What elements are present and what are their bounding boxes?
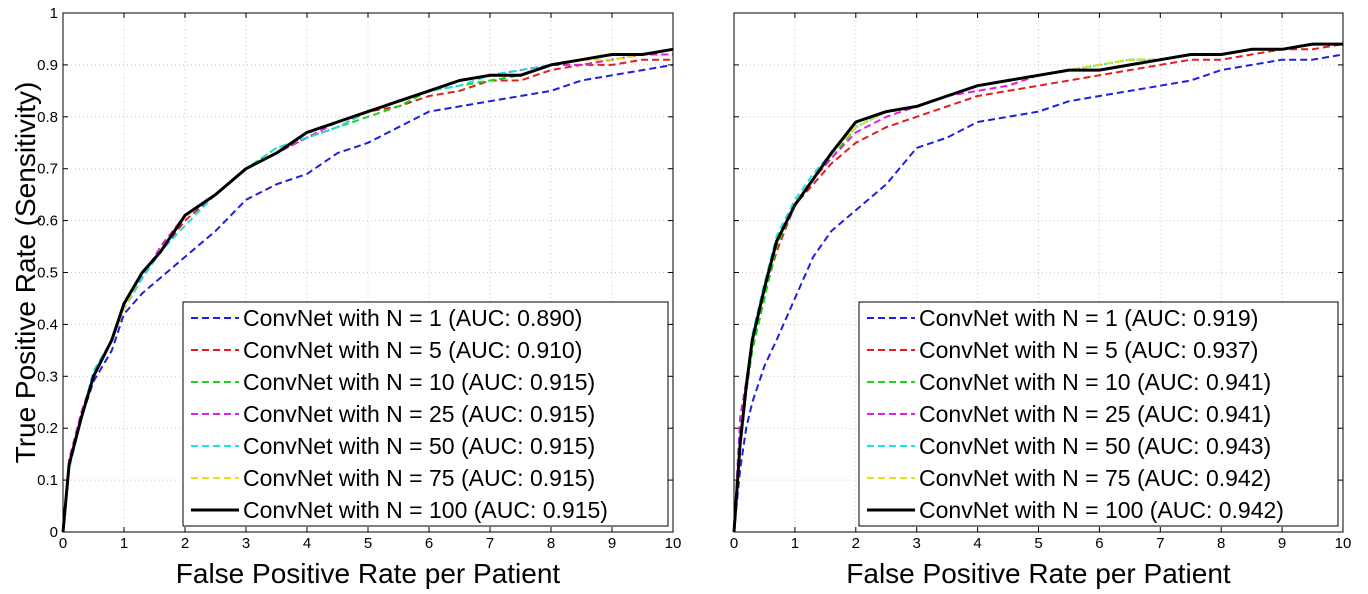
y-tick-label: 0 — [50, 524, 58, 541]
x-tick-label: 8 — [1217, 535, 1225, 552]
y-axis-label: True Positive Rate (Sensitivity) — [10, 82, 41, 464]
x-tick-label: 3 — [913, 535, 921, 552]
x-tick-label: 8 — [547, 535, 555, 552]
x-tick-label: 10 — [1335, 535, 1352, 552]
axes-frame — [62, 12, 674, 533]
y-tick-label: 0.7 — [37, 161, 58, 178]
x-tick-label: 0 — [730, 535, 738, 552]
y-tick-label: 0.4 — [37, 316, 58, 333]
legend-entry-7: ConvNet with N = 100 (AUC: 0.915) — [243, 497, 608, 523]
legend-entry-2: ConvNet with N = 5 (AUC: 0.937) — [919, 337, 1258, 363]
series-line-1 — [62, 63, 674, 533]
legend-entry-3: ConvNet with N = 10 (AUC: 0.915) — [243, 369, 595, 395]
axes-frame — [733, 12, 1344, 533]
x-tick-label: 10 — [665, 535, 682, 552]
series-line-1 — [733, 53, 1344, 533]
x-tick-label: 7 — [1156, 535, 1164, 552]
y-tick-label: 0.8 — [37, 109, 58, 126]
legend-entry-7: ConvNet with N = 100 (AUC: 0.942) — [919, 497, 1284, 523]
series-line-7 — [61, 47, 674, 533]
legend-entry-4: ConvNet with N = 25 (AUC: 0.941) — [919, 401, 1271, 427]
legend-entry-4: ConvNet with N = 25 (AUC: 0.915) — [243, 401, 595, 427]
legend-box — [858, 301, 1339, 527]
series-line-7 — [732, 42, 1343, 533]
x-tick-label: 9 — [608, 535, 616, 552]
legend-box — [182, 301, 669, 527]
y-tick-label: 0.2 — [37, 420, 58, 437]
x-tick-label: 2 — [181, 535, 189, 552]
legend-entry-6: ConvNet with N = 75 (AUC: 0.915) — [243, 465, 595, 491]
y-tick-label: 0.5 — [37, 265, 58, 282]
x-tick-label: 4 — [303, 535, 311, 552]
legend: ConvNet with N = 1 (AUC: 0.890) ConvNet w… — [182, 301, 669, 527]
x-tick-label: 2 — [852, 535, 860, 552]
y-tick-label: 0.1 — [37, 472, 58, 489]
y-tick-label: 0.9 — [37, 57, 58, 74]
x-axis-label: False Positive Rate per Patient — [846, 558, 1231, 589]
x-tick-label: 6 — [425, 535, 433, 552]
legend-entry-2: ConvNet with N = 5 (AUC: 0.910) — [243, 337, 582, 363]
x-axis-label: False Positive Rate per Patient — [176, 558, 561, 589]
y-tick-label: 0.6 — [37, 213, 58, 230]
x-tick-label: 9 — [1278, 535, 1286, 552]
legend-entry-5: ConvNet with N = 50 (AUC: 0.915) — [243, 433, 595, 459]
legend-entry-1: ConvNet with N = 1 (AUC: 0.919) — [919, 305, 1258, 331]
legend-entry-1: ConvNet with N = 1 (AUC: 0.890) — [243, 305, 582, 331]
x-tick-label: 1 — [791, 535, 799, 552]
x-tick-label: 4 — [973, 535, 981, 552]
x-tick-label: 6 — [1095, 535, 1103, 552]
x-tick-label: 1 — [120, 535, 128, 552]
legend-entry-6: ConvNet with N = 75 (AUC: 0.942) — [919, 465, 1271, 491]
x-tick-label: 5 — [364, 535, 372, 552]
x-tick-label: 7 — [486, 535, 494, 552]
x-tick-label: 0 — [59, 535, 67, 552]
x-tick-label: 5 — [1034, 535, 1042, 552]
roc-panel-right: 0 1 2 3 4 5 6 7 8 9 10 False Positive Rate per Pati… — [730, 12, 1352, 589]
legend-entry-3: ConvNet with N = 10 (AUC: 0.941) — [919, 369, 1271, 395]
roc-panel-left: 0 1 2 3 4 5 6 7 8 9 10 0 0.1 0.2 0.3 0.4 0.5 0.6 0.7 0.8 0.9… — [10, 5, 681, 589]
y-tick-label: 1 — [50, 5, 58, 22]
legend: ConvNet with N = 1 (AUC: 0.919) ConvNet w… — [858, 301, 1339, 527]
y-tick-label: 0.3 — [37, 368, 58, 385]
legend-entry-5: ConvNet with N = 50 (AUC: 0.943) — [919, 433, 1271, 459]
x-tick-label: 3 — [242, 535, 250, 552]
